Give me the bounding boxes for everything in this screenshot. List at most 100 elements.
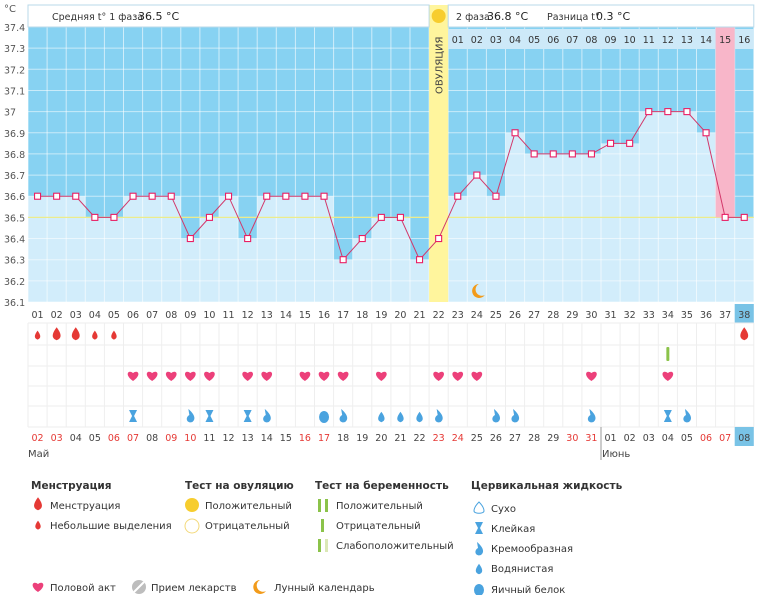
cycle-day-label: 18: [356, 310, 368, 321]
calendar-date: 09: [165, 433, 177, 444]
temperature-point[interactable]: [72, 192, 80, 200]
month-label-may: Май: [28, 449, 49, 460]
calendar-date: 07: [127, 433, 139, 444]
intercourse-heart-icon: [318, 371, 330, 381]
phase2-day-number: 16: [738, 35, 750, 46]
phase2-day-number: 15: [719, 35, 731, 46]
temperature-point[interactable]: [626, 139, 634, 147]
phase2-day-number: 05: [528, 35, 540, 46]
cycle-day-label: 30: [585, 310, 597, 321]
temperature-point[interactable]: [435, 234, 443, 243]
cycle-day-label: 05: [108, 310, 120, 321]
calendar-date: 10: [184, 433, 196, 444]
temperature-point[interactable]: [33, 192, 42, 200]
spotting-icon: [111, 330, 117, 340]
temperature-point[interactable]: [683, 108, 691, 116]
temperature-point[interactable]: [263, 192, 271, 200]
legend-cervical-watery: Водянистая: [491, 564, 553, 575]
temperature-point[interactable]: [492, 192, 500, 200]
phase2-highlight-cell: [715, 29, 735, 49]
plot-area: 36.1 36.2 36.3 36.4 36.5 36.6 36.7 36.8 36.9 37 37…: [4, 4, 755, 309]
legend-cervical-dry: Сухо: [491, 504, 516, 515]
temperature-area: [28, 111, 754, 302]
cycle-day-label: 12: [242, 310, 254, 321]
cycle-day-label: 06: [127, 310, 139, 321]
temperature-point[interactable]: [129, 192, 137, 200]
temperature-point[interactable]: [740, 213, 748, 221]
highlight-day-band: [715, 27, 735, 218]
phase1-box: [27, 4, 430, 28]
calendar-date: 15: [280, 433, 292, 444]
intercourse-heart-icon: [127, 371, 139, 381]
current-day-cell: [734, 304, 754, 324]
temperature-point[interactable]: [511, 129, 519, 137]
temperature-point[interactable]: [91, 213, 99, 221]
temperature-point[interactable]: [415, 256, 424, 264]
phase1-value: 36.5 °C: [138, 10, 179, 23]
phase2-label: 2 фаза: [456, 12, 490, 23]
temperature-point[interactable]: [530, 150, 538, 158]
temperature-point[interactable]: [53, 192, 61, 200]
legend-pregnancy-weak-icon: [325, 539, 328, 552]
calendar-date: 04: [662, 433, 674, 444]
legend-pregnancy-weak: Слабоположительный: [336, 541, 454, 552]
temperature-point[interactable]: [606, 139, 615, 147]
temperature-point[interactable]: [205, 213, 213, 221]
cycle-day-label: 29: [566, 310, 578, 321]
temperature-point[interactable]: [645, 108, 653, 116]
creamy-fluid-icon: [683, 409, 692, 423]
watery-fluid-icon: [378, 411, 385, 423]
legend-negative-ovulation-icon: [184, 518, 200, 534]
cycle-day-label: 01: [32, 310, 44, 321]
temperature-point[interactable]: [301, 192, 309, 200]
calendar-date: 24: [452, 433, 464, 444]
calendar-date: 05: [681, 433, 693, 444]
legend-pregnancy-title: Тест на беременность: [315, 480, 449, 492]
legend-pregnancy-positive-icon: [325, 499, 328, 512]
cycle-day-label: 23: [452, 310, 464, 321]
temperature-point[interactable]: [358, 234, 366, 243]
temperature-point[interactable]: [244, 234, 252, 243]
temperature-point[interactable]: [473, 171, 481, 179]
legend-medication: Прием лекарств: [151, 583, 237, 594]
temperature-point[interactable]: [377, 213, 385, 221]
temperature-point[interactable]: [587, 150, 596, 158]
calendar-date: 30: [566, 433, 578, 444]
month-label-june: Июнь: [602, 449, 630, 460]
legend: Менструация Менструация Небольшие выделени…: [31, 480, 623, 595]
calendar-date: 02: [32, 433, 44, 444]
cycle-day-label: 32: [624, 310, 636, 321]
temperature-point[interactable]: [225, 192, 233, 200]
temperature-point[interactable]: [454, 192, 462, 200]
calendar-date: 01: [605, 433, 617, 444]
temperature-point[interactable]: [702, 129, 710, 137]
temperature-point[interactable]: [320, 192, 328, 200]
symbol-rows: [27, 322, 755, 592]
temperature-point[interactable]: [282, 192, 290, 200]
cycle-day-label: 26: [509, 310, 521, 321]
calendar-date: 17: [318, 433, 330, 444]
temperature-point[interactable]: [110, 213, 118, 221]
calendar-date: 26: [490, 433, 502, 444]
legend-moon: Лунный календарь: [274, 583, 375, 594]
temperature-point[interactable]: [148, 192, 156, 200]
sticky-fluid-icon: [243, 410, 252, 422]
legend-cervical-title: Цервикальная жидкость: [471, 480, 623, 492]
legend-moon-icon: [253, 580, 266, 594]
temperature-point[interactable]: [721, 213, 729, 221]
phase2-day-number: 10: [624, 35, 636, 46]
temperature-point[interactable]: [568, 150, 576, 158]
temperature-point[interactable]: [167, 192, 175, 200]
temperature-point[interactable]: [396, 213, 405, 221]
watery-fluid-icon: [397, 411, 404, 423]
legend-spotting-item: Небольшие выделения: [50, 521, 172, 532]
legend-eggwhite-icon: [474, 584, 484, 595]
temperature-point[interactable]: [664, 108, 672, 116]
temperature-point[interactable]: [186, 234, 194, 243]
eggwhite-fluid-icon: [319, 411, 330, 423]
temperature-point[interactable]: [339, 256, 347, 264]
diff-value: 0.3 °C: [596, 10, 630, 23]
temperature-point[interactable]: [549, 150, 557, 158]
legend-intercourse: Половой акт: [50, 583, 116, 594]
